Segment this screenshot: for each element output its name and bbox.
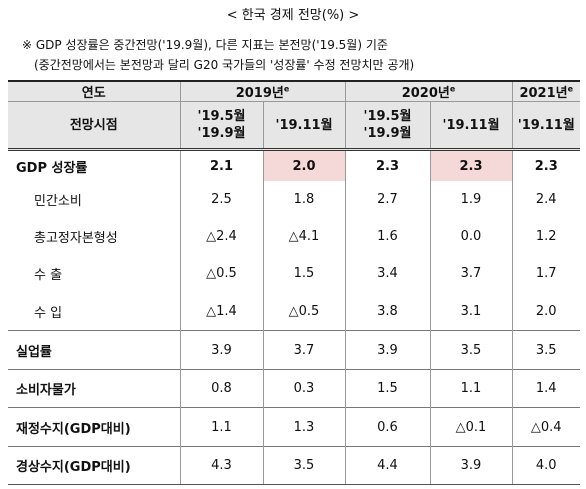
row-label: 소비자물가 [8, 369, 181, 408]
forecast-table: 연도 2019년e 2020년e 2021년e 전망시점 '19.5월 '19.9월 '19.… [8, 80, 580, 485]
data-row: 수 출 △0.5 1.5 3.4 3.7 1.7 [8, 255, 580, 292]
cell: △1.4 [179, 292, 264, 331]
header-cell: '19.5월 '19.9월 [344, 101, 431, 151]
data-row: 실업률 3.9 3.7 3.9 3.5 3.5 [8, 330, 580, 370]
cell: △4.1 [262, 218, 346, 255]
cell: 0.3 [262, 369, 346, 408]
cell: 1.3 [262, 407, 346, 447]
cell: 3.7 [262, 330, 346, 370]
cell: 2.1 [179, 149, 264, 181]
cell: 4.0 [511, 446, 580, 485]
cell: 4.4 [344, 446, 431, 485]
forecast-date: '19.11월 [442, 117, 500, 133]
cell: △0.5 [262, 292, 346, 331]
cell: 2.5 [179, 181, 264, 218]
row-label: 실업률 [8, 330, 181, 370]
cell: 3.9 [429, 446, 513, 485]
forecast-date: '19.9월 [363, 126, 412, 141]
year: 2019년 [235, 86, 284, 101]
cell: 1.6 [344, 218, 431, 255]
header-cell: 2019년e [179, 80, 346, 102]
cell: 2.4 [511, 181, 580, 218]
note: ※ GDP 성장률은 중간전망('19.9월), 다른 지표는 본전망('19.… [22, 38, 388, 52]
data-row: 경상수지(GDP대비) 4.3 3.5 4.4 3.9 4.0 [8, 446, 580, 485]
header-cell: '19.5월 '19.9월 [179, 101, 264, 151]
cell: 1.7 [511, 255, 580, 292]
cell: 4.3 [179, 446, 264, 485]
cell: 1.5 [262, 255, 346, 292]
row-label: 재정수지(GDP대비) [8, 407, 181, 447]
forecast-date: '19.5월 [363, 109, 412, 124]
cell: 1.2 [511, 218, 580, 255]
cell: 3.8 [344, 292, 431, 331]
forecast-date: '19.5월 [197, 109, 246, 124]
header-cell: 2021년e [511, 80, 580, 102]
cell: 3.5 [262, 446, 346, 485]
cell: 1.1 [429, 369, 513, 408]
title: < 한국 경제 전망(%) > [226, 8, 360, 23]
data-row: 총고정자본형성 △2.4 △4.1 1.6 0.0 1.2 [8, 218, 580, 255]
cell: △0.1 [429, 407, 513, 447]
forecast-date: '19.9월 [197, 126, 246, 141]
row-label: 수 출 [8, 255, 181, 292]
cell: 3.9 [179, 330, 264, 370]
row-label: 수 입 [8, 292, 181, 331]
cell: 2.0 [262, 149, 346, 181]
cell: 3.9 [344, 330, 431, 370]
cell: △2.4 [179, 218, 264, 255]
superscript: e [283, 84, 290, 94]
superscript: e [567, 84, 574, 94]
year: 2020년 [401, 86, 450, 101]
cell: 3.4 [344, 255, 431, 292]
cell: 0.6 [344, 407, 431, 447]
cell: △0.4 [511, 407, 580, 447]
header-cell: '19.11월 [429, 101, 513, 151]
superscript: e [449, 84, 456, 94]
data-row: 재정수지(GDP대비) 1.1 1.3 0.6 △0.1 △0.4 [8, 407, 580, 447]
header-row: 전망시점 '19.5월 '19.9월 '19.11월 '19.5월 '19.9월 '19.1… [8, 101, 580, 151]
cell: 1.1 [179, 407, 264, 447]
cell: 3.5 [511, 330, 580, 370]
cell: 1.8 [262, 181, 346, 218]
cell: 3.1 [429, 292, 513, 331]
row-label: 민간소비 [8, 181, 181, 218]
data-row: 민간소비 2.5 1.8 2.7 1.9 2.4 [8, 181, 580, 218]
cell: 0.0 [429, 218, 513, 255]
cell: 2.0 [511, 292, 580, 331]
header-cell: '19.11월 [511, 101, 580, 151]
forecast-date: '19.11월 [275, 117, 333, 133]
data-row: 소비자물가 0.8 0.3 1.5 1.1 1.4 [8, 369, 580, 408]
forecast-date: '19.11월 [517, 117, 575, 133]
header-cell: '19.11월 [262, 101, 346, 151]
header-cell: 2020년e [344, 80, 513, 102]
note: (중간전망에서는 본전망과 달리 G20 국가들의 '성장률' 수정 전망치만 … [34, 58, 415, 72]
cell: 2.3 [511, 149, 580, 181]
cell: 3.7 [429, 255, 513, 292]
cell: 1.5 [344, 369, 431, 408]
header-cell: 연도 [8, 80, 181, 102]
cell: 2.3 [344, 149, 431, 181]
data-row: 수 입 △1.4 △0.5 3.8 3.1 2.0 [8, 292, 580, 331]
cell: 0.8 [179, 369, 264, 408]
year: 2021년 [519, 86, 568, 101]
cell: 2.7 [344, 181, 431, 218]
row-label: 경상수지(GDP대비) [8, 446, 181, 485]
header-row: 연도 2019년e 2020년e 2021년e [8, 80, 580, 102]
cell: 1.9 [429, 181, 513, 218]
data-row: GDP 성장률 2.1 2.0 2.3 2.3 2.3 [8, 149, 580, 181]
cell: 1.4 [511, 369, 580, 408]
cell: 3.5 [429, 330, 513, 370]
row-label: 총고정자본형성 [8, 218, 181, 255]
cell: 2.3 [429, 149, 513, 181]
cell: △0.5 [179, 255, 264, 292]
header-cell: 전망시점 [8, 101, 181, 151]
row-label: GDP 성장률 [8, 149, 181, 181]
